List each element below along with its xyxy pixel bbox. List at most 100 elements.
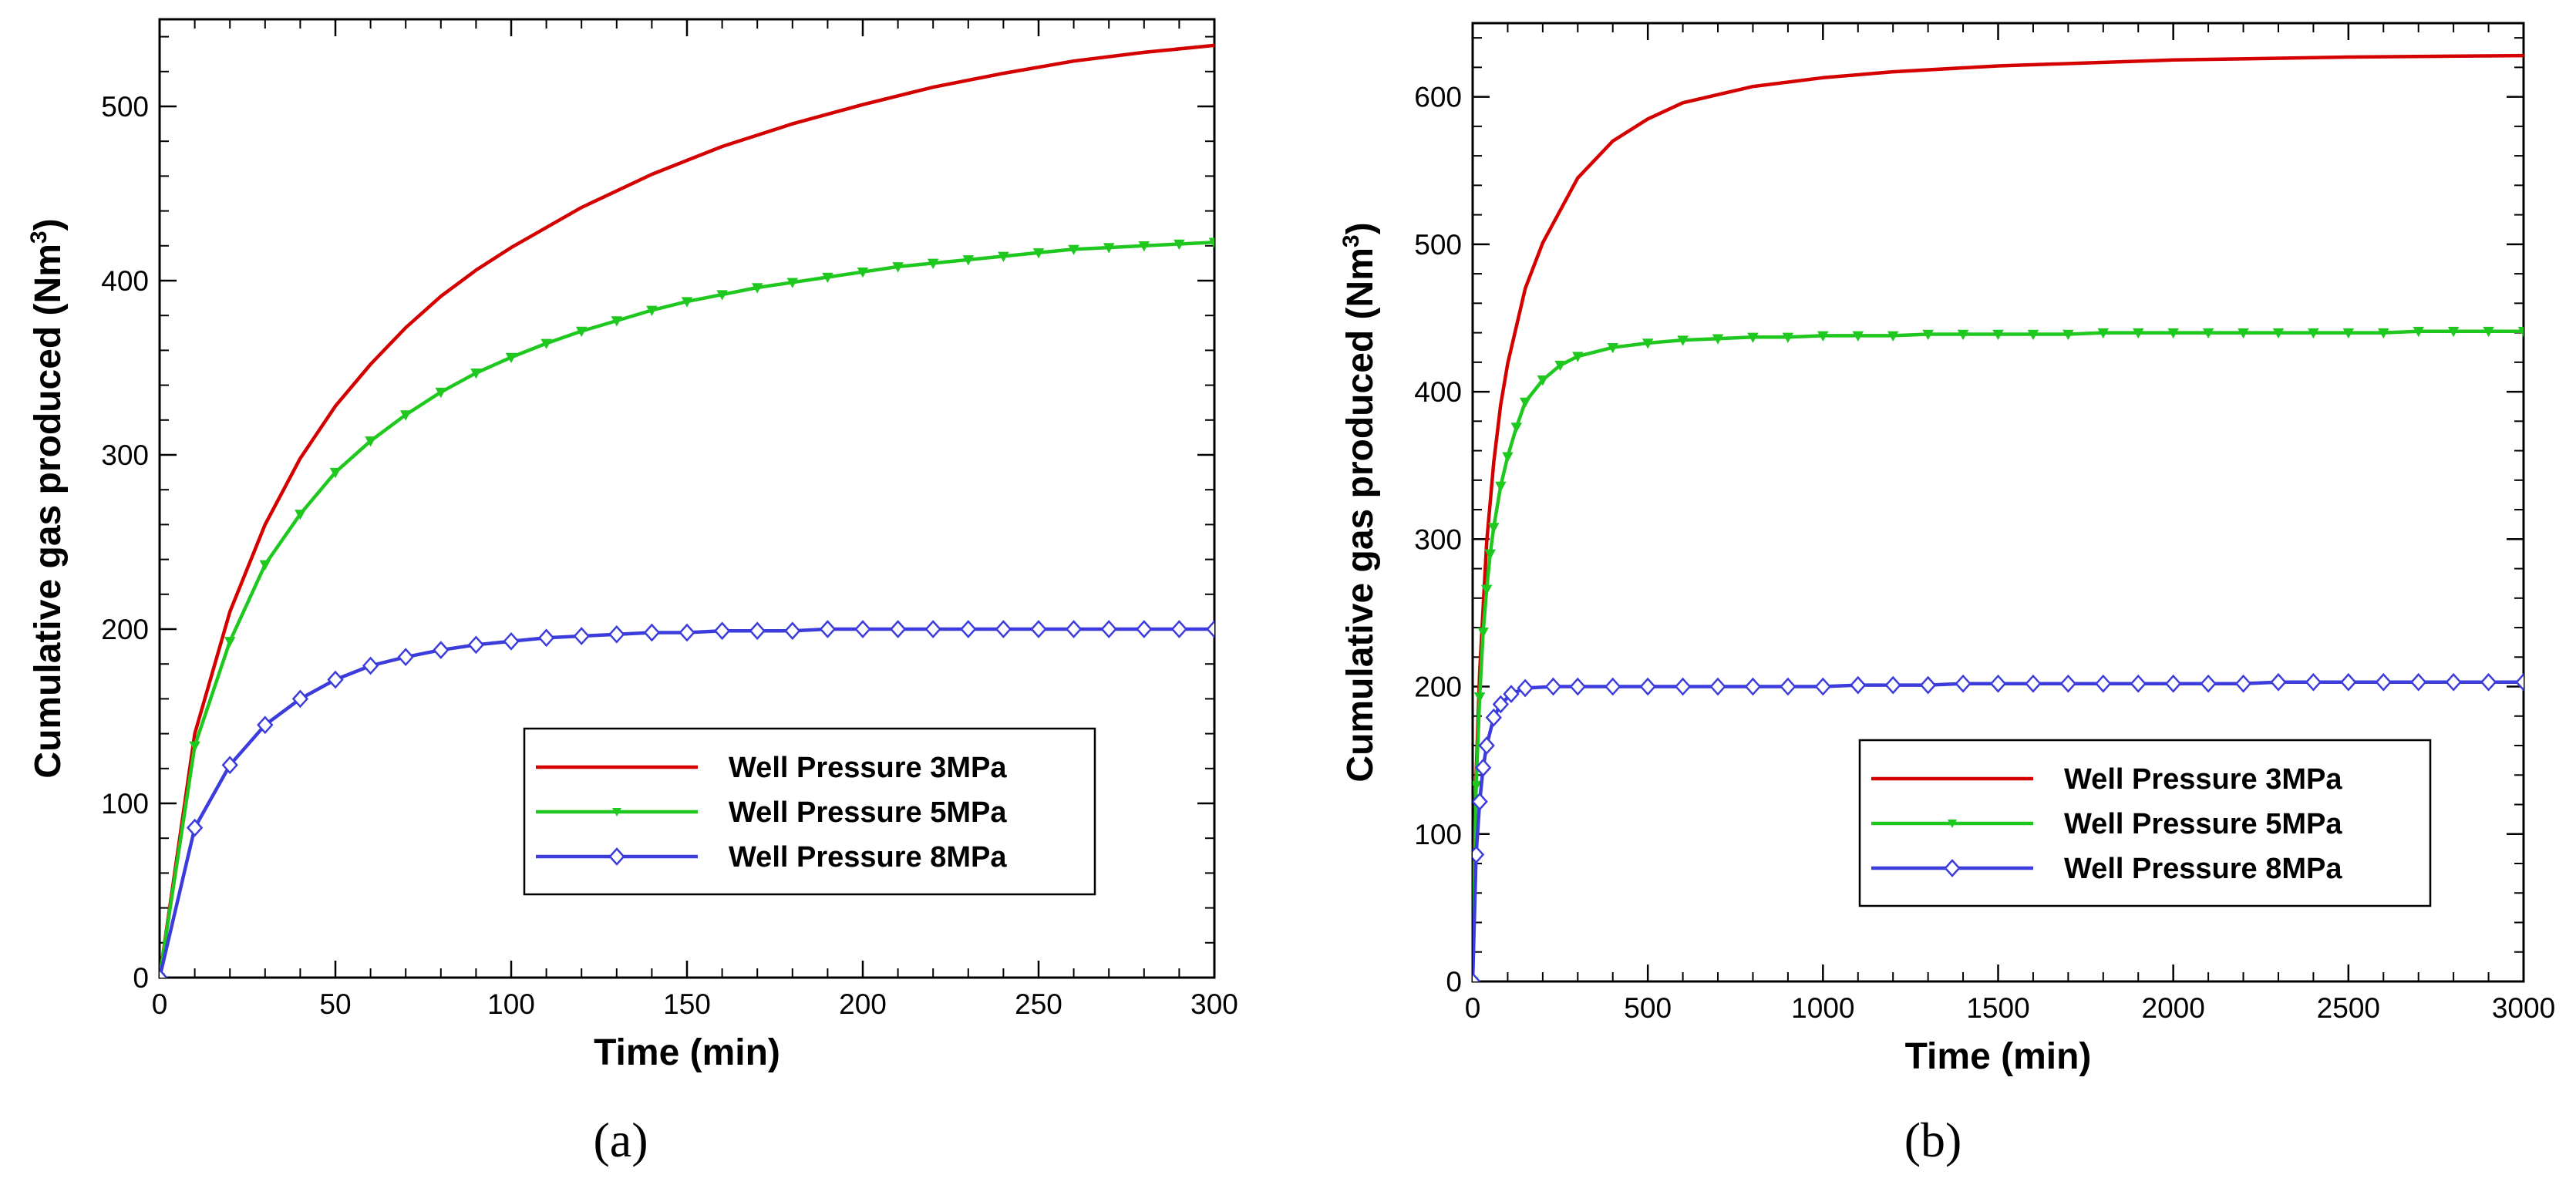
x-tick-label: 3000 — [2492, 992, 2555, 1024]
data-point — [1605, 677, 1621, 696]
x-tick-label: 1000 — [1791, 992, 1854, 1024]
data-point — [1537, 375, 1549, 386]
x-tick-label: 2500 — [2317, 992, 2380, 1024]
y-tick-label: 100 — [1414, 819, 1462, 850]
data-point — [362, 656, 379, 675]
series-0 — [160, 43, 1214, 978]
data-point — [503, 631, 520, 651]
data-point — [1712, 334, 1724, 345]
data-point — [2097, 328, 2110, 339]
data-point — [927, 258, 939, 269]
data-point — [2095, 674, 2112, 693]
data-point — [1100, 620, 1117, 638]
x-tick-label: 150 — [663, 988, 711, 1020]
data-point — [995, 620, 1012, 638]
data-point — [1780, 677, 1796, 696]
data-point — [1852, 331, 1864, 342]
data-point — [1814, 677, 1832, 696]
data-point — [2164, 674, 2182, 693]
data-point — [819, 620, 837, 638]
data-point — [1065, 620, 1083, 638]
data-point — [2447, 326, 2460, 338]
data-point — [365, 436, 376, 447]
data-point — [2027, 329, 2039, 341]
y-tick-label: 400 — [101, 265, 149, 297]
data-point — [2517, 326, 2524, 338]
data-point — [786, 278, 799, 288]
data-point — [749, 621, 766, 641]
y-axis-title: Cumulative gas produced (Nm3) — [1339, 222, 1381, 782]
x-tick-label: 250 — [1015, 988, 1062, 1020]
x-tick-label: 2000 — [2142, 992, 2205, 1024]
data-point — [257, 715, 274, 735]
data-point — [962, 255, 975, 266]
data-point — [1208, 237, 1214, 248]
x-axis-title: Time (min) — [1905, 1036, 2092, 1077]
data-point — [2305, 672, 2322, 692]
data-point — [2340, 672, 2357, 692]
data-point — [259, 560, 271, 571]
data-point — [1922, 329, 1934, 341]
data-point — [1544, 677, 1562, 696]
data-point — [1502, 452, 1514, 463]
data-point — [2025, 674, 2042, 693]
data-point — [1989, 674, 2007, 693]
data-point — [1782, 332, 1794, 343]
series-0 — [1473, 53, 2524, 981]
data-point — [537, 628, 555, 648]
data-point — [221, 756, 238, 775]
data-point — [540, 338, 552, 349]
data-point — [2378, 328, 2389, 339]
data-point — [822, 272, 833, 284]
data-point — [1744, 677, 1762, 696]
data-point — [713, 621, 731, 641]
data-point — [1747, 332, 1759, 343]
legend-label: Well Pressure 8MPa — [729, 841, 1007, 874]
data-point — [1068, 244, 1079, 255]
legend-box — [1858, 739, 2432, 907]
y-tick-label: 400 — [1414, 376, 1462, 408]
data-point — [854, 620, 871, 638]
data-point — [1473, 792, 1488, 811]
x-tick-label: 0 — [152, 988, 168, 1020]
data-point — [1607, 342, 1618, 354]
legend: Well Pressure 3MPa Well Pressure 5MPa Well… — [1858, 739, 2432, 907]
data-point — [2445, 672, 2462, 692]
y-tick-label: 0 — [133, 962, 149, 994]
data-point — [1030, 620, 1047, 638]
y-tick-label: 500 — [1414, 229, 1462, 261]
data-point — [924, 620, 941, 638]
data-point — [1519, 397, 1531, 409]
legend-label: Well Pressure 3MPa — [2064, 763, 2342, 796]
x-tick-label: 1500 — [1966, 992, 2029, 1024]
data-point — [470, 369, 482, 379]
x-tick-label: 300 — [1190, 988, 1238, 1020]
y-tick-label: 100 — [101, 788, 149, 820]
data-point — [1639, 677, 1656, 696]
data-point — [1817, 331, 1829, 342]
data-point — [1884, 675, 1901, 695]
data-point — [1887, 331, 1899, 342]
y-tick-label: 300 — [101, 439, 149, 471]
data-point — [716, 290, 728, 301]
data-point — [1170, 620, 1188, 638]
data-point — [1510, 422, 1523, 433]
x-tick-label: 0 — [1465, 992, 1481, 1024]
data-point — [2483, 326, 2494, 338]
data-point — [1957, 329, 1969, 341]
data-point — [1517, 678, 1534, 698]
data-point — [2515, 672, 2524, 692]
data-point — [1572, 352, 1584, 362]
data-point — [1484, 549, 1496, 560]
y-tick-label: 0 — [1446, 966, 1462, 998]
series-1 — [160, 237, 1214, 978]
data-point — [1487, 523, 1500, 534]
legend-marker — [612, 808, 621, 816]
data-point — [998, 251, 1009, 262]
data-point — [2059, 674, 2077, 693]
data-point — [2167, 328, 2179, 339]
data-point — [1919, 675, 1937, 695]
x-axis-title: Time (min) — [594, 1032, 780, 1073]
data-point — [892, 262, 904, 273]
